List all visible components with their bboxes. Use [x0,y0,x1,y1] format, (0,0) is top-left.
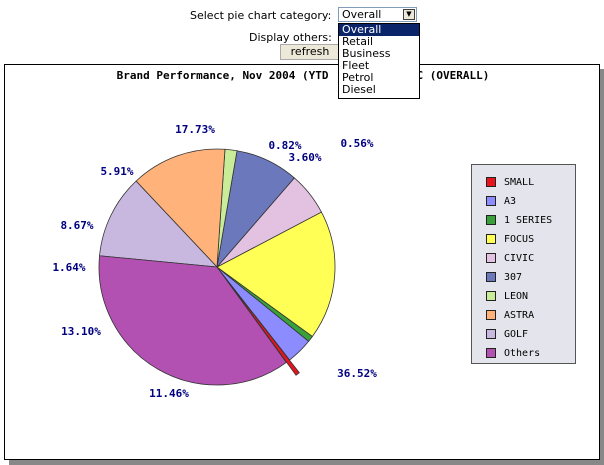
legend-label: A3 [504,196,517,207]
legend-swatch [486,215,496,225]
legend-label: LEON [504,291,529,302]
legend-item-a3: A3 [486,196,516,208]
legend-swatch [486,348,496,358]
legend-label: ASTRA [504,310,535,321]
pie-label-astra: 13.10% [61,325,101,338]
pie-chart: 0.56% 3.60%0.82% 17.73% 5.91% 8.67% 1.64% 13.1… [52,123,377,400]
legend-item-307: 307 [486,272,522,284]
legend-label: Others [504,348,541,359]
pie-slice-others [98,255,287,386]
pie-label-a3: 3.60% [288,151,321,164]
legend-label: 307 [504,272,523,283]
legend-item-others: Others [486,348,540,360]
category-dropdown-list[interactable]: Overall Retail Business Fleet Petrol Diesel [338,23,420,99]
legend-swatch [486,177,496,187]
dropdown-option-retail[interactable]: Retail [342,35,374,48]
dropdown-option-diesel[interactable]: Diesel [342,83,376,96]
legend-label: GOLF [504,329,529,340]
category-select-value: Overall [342,8,382,21]
chart-panel: Brand Performance, Nov 2004 (YTD C (OVERA… [4,64,600,460]
legend-item-small: SMALL [486,177,534,189]
pie-label-leon: 1.64% [52,261,85,274]
category-label: Select pie chart category: [190,9,332,22]
dropdown-option-business[interactable]: Business [342,47,391,60]
legend-item-civic: CIVIC [486,253,534,265]
legend-item-focus: FOCUS [486,234,534,246]
legend-label: 1 SERIES [504,215,553,226]
legend-item-1-series: 1 SERIES [486,215,552,227]
legend-item-leon: LEON [486,291,528,303]
dropdown-option-fleet[interactable]: Fleet [342,59,370,72]
legend-label: FOCUS [504,234,535,245]
display-others-label: Display others: [249,31,332,44]
legend-swatch [486,234,496,244]
legend-swatch [486,291,496,301]
dropdown-option-overall[interactable]: Overall [339,24,419,36]
chart-legend: SMALL A3 1 SERIES FOCUS CIVIC 307 LEON ASTRA GOL… [471,164,576,364]
chevron-down-icon[interactable]: ▼ [403,9,415,20]
chart-title-text: Brand Performance, Nov 2004 (YTD [116,69,329,82]
chart-title: Brand Performance, Nov 2004 (YTD C (OVERA… [5,69,601,82]
pie-label-small: 0.56% [340,137,373,150]
legend-swatch [486,272,496,282]
pie-label-civic: 5.91% [100,165,133,178]
legend-swatch [486,196,496,206]
legend-swatch [486,310,496,320]
pie-slice-astra [135,148,226,268]
category-select[interactable]: Overall ▼ [338,7,417,22]
legend-swatch [486,253,496,263]
legend-item-golf: GOLF [486,329,528,341]
pie-label-golf: 11.46% [149,387,189,400]
pie-label-307: 8.67% [60,219,93,232]
legend-item-astra: ASTRA [486,310,534,322]
legend-label: SMALL [504,177,535,188]
legend-label: CIVIC [504,253,535,264]
pie-slice-focus [216,211,336,338]
dropdown-option-petrol[interactable]: Petrol [342,71,374,84]
pie-slice-golf [99,180,219,268]
chart-title-tail: C (OVERALL) [416,69,490,82]
pie-label-focus: 17.73% [175,123,215,136]
legend-swatch [486,329,496,339]
refresh-button[interactable]: refresh [280,44,340,60]
pie-slice-small [226,279,300,376]
pie-label-others: 36.52% [337,367,377,380]
pie-label-1-series: 0.82% [268,139,301,152]
